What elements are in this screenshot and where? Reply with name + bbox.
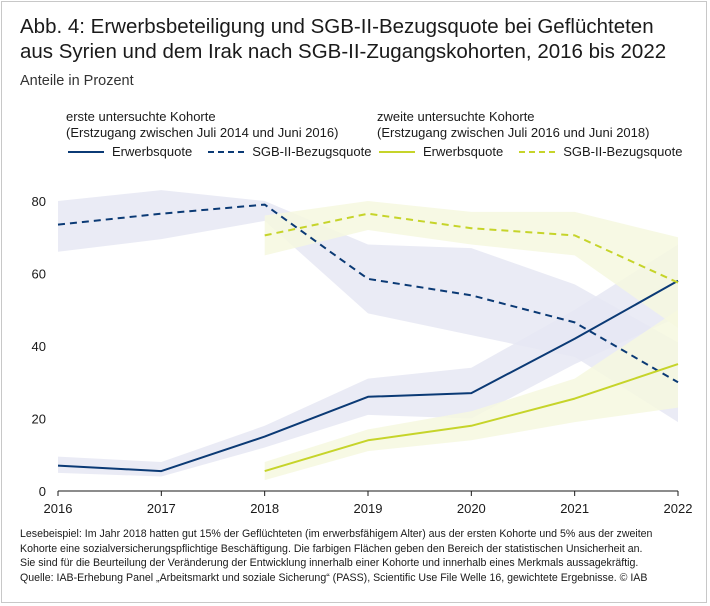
y-tick-label: 20: [32, 412, 46, 427]
line-chart: 2016 2017 2018 2019 2020 2021 2022 0 20 40 60 80: [32, 190, 693, 516]
legend-label: Erwerbsquote: [423, 144, 504, 159]
legend-cohort1-subheading: (Erstzugang zwischen Juli 2014 und Juni …: [66, 125, 339, 140]
legend-cohort2-heading: zweite untersuchte Kohorte: [377, 109, 535, 124]
series-line-1: [57, 203, 679, 384]
footnote: Lesebeispiel: Im Jahr 2018 hatten gut 15…: [20, 527, 695, 585]
y-tick-label: 0: [39, 484, 46, 499]
legend-label: SGB-II-Bezugsquote: [252, 144, 372, 159]
uncertainty-band-3: [264, 201, 678, 328]
x-tick-label: 2018: [250, 501, 279, 516]
footnote-line: Kohorte eine sozialversicherungspflichti…: [20, 542, 643, 555]
legend-item-cohort1-erwerbsquote: Erwerbsquote: [66, 144, 192, 160]
legend-cohort2: zweite untersuchte Kohorte (Erstzugang z…: [377, 109, 696, 160]
chart-subtitle: Anteile in Prozent: [20, 73, 134, 89]
legend-swatch-dashed-blue: [208, 151, 245, 153]
x-tick-label: 2022: [664, 501, 693, 516]
chart-title: Abb. 4: Erwerbsbeteiligung und SGB-II-Be…: [20, 15, 667, 63]
footnote-line: Quelle: IAB-Erhebung Panel „Arbeitsmarkt…: [20, 571, 648, 584]
uncertainty-band-1: [58, 190, 678, 423]
x-tick-label: 2017: [147, 501, 176, 516]
y-tick-label: 60: [32, 267, 46, 282]
y-tick-label: 40: [32, 339, 46, 354]
x-tick-label: 2020: [457, 501, 486, 516]
legend-swatch-solid-blue: [68, 151, 104, 153]
footnote-line: Sie sind für die Beurteilung der Verände…: [20, 557, 639, 569]
legend-cohort1: erste untersuchte Kohorte (Erstzugang zw…: [66, 109, 385, 160]
x-tick-label: 2016: [44, 501, 73, 516]
uncertainty-band-0: [58, 244, 678, 477]
legend-cohort2-subheading: (Erstzugang zwischen Juli 2016 und Juni …: [377, 125, 650, 140]
x-tick-label: 2021: [560, 501, 589, 516]
legend-swatch-dashed-green: [519, 151, 556, 153]
legend-label: SGB-II-Bezugsquote: [563, 144, 683, 159]
x-tick-label: 2019: [354, 501, 383, 516]
footnote-line: Lesebeispiel: Im Jahr 2018 hatten gut 15…: [20, 528, 653, 540]
legend-label: Erwerbsquote: [112, 144, 193, 159]
y-tick-label: 80: [32, 194, 46, 209]
legend-item-cohort2-erwerbsquote: Erwerbsquote: [377, 144, 503, 160]
legend-cohort1-heading: erste untersuchte Kohorte: [66, 109, 216, 124]
legend-item-cohort1-sgb: SGB-II-Bezugsquote: [206, 144, 371, 160]
legend-item-cohort2-sgb: SGB-II-Bezugsquote: [517, 144, 682, 160]
series-line-0: [57, 279, 679, 473]
legend-swatch-solid-green: [379, 151, 415, 153]
series-line-3: [264, 212, 679, 284]
uncertainty-band-2: [264, 309, 678, 481]
series-line-2: [264, 363, 679, 473]
